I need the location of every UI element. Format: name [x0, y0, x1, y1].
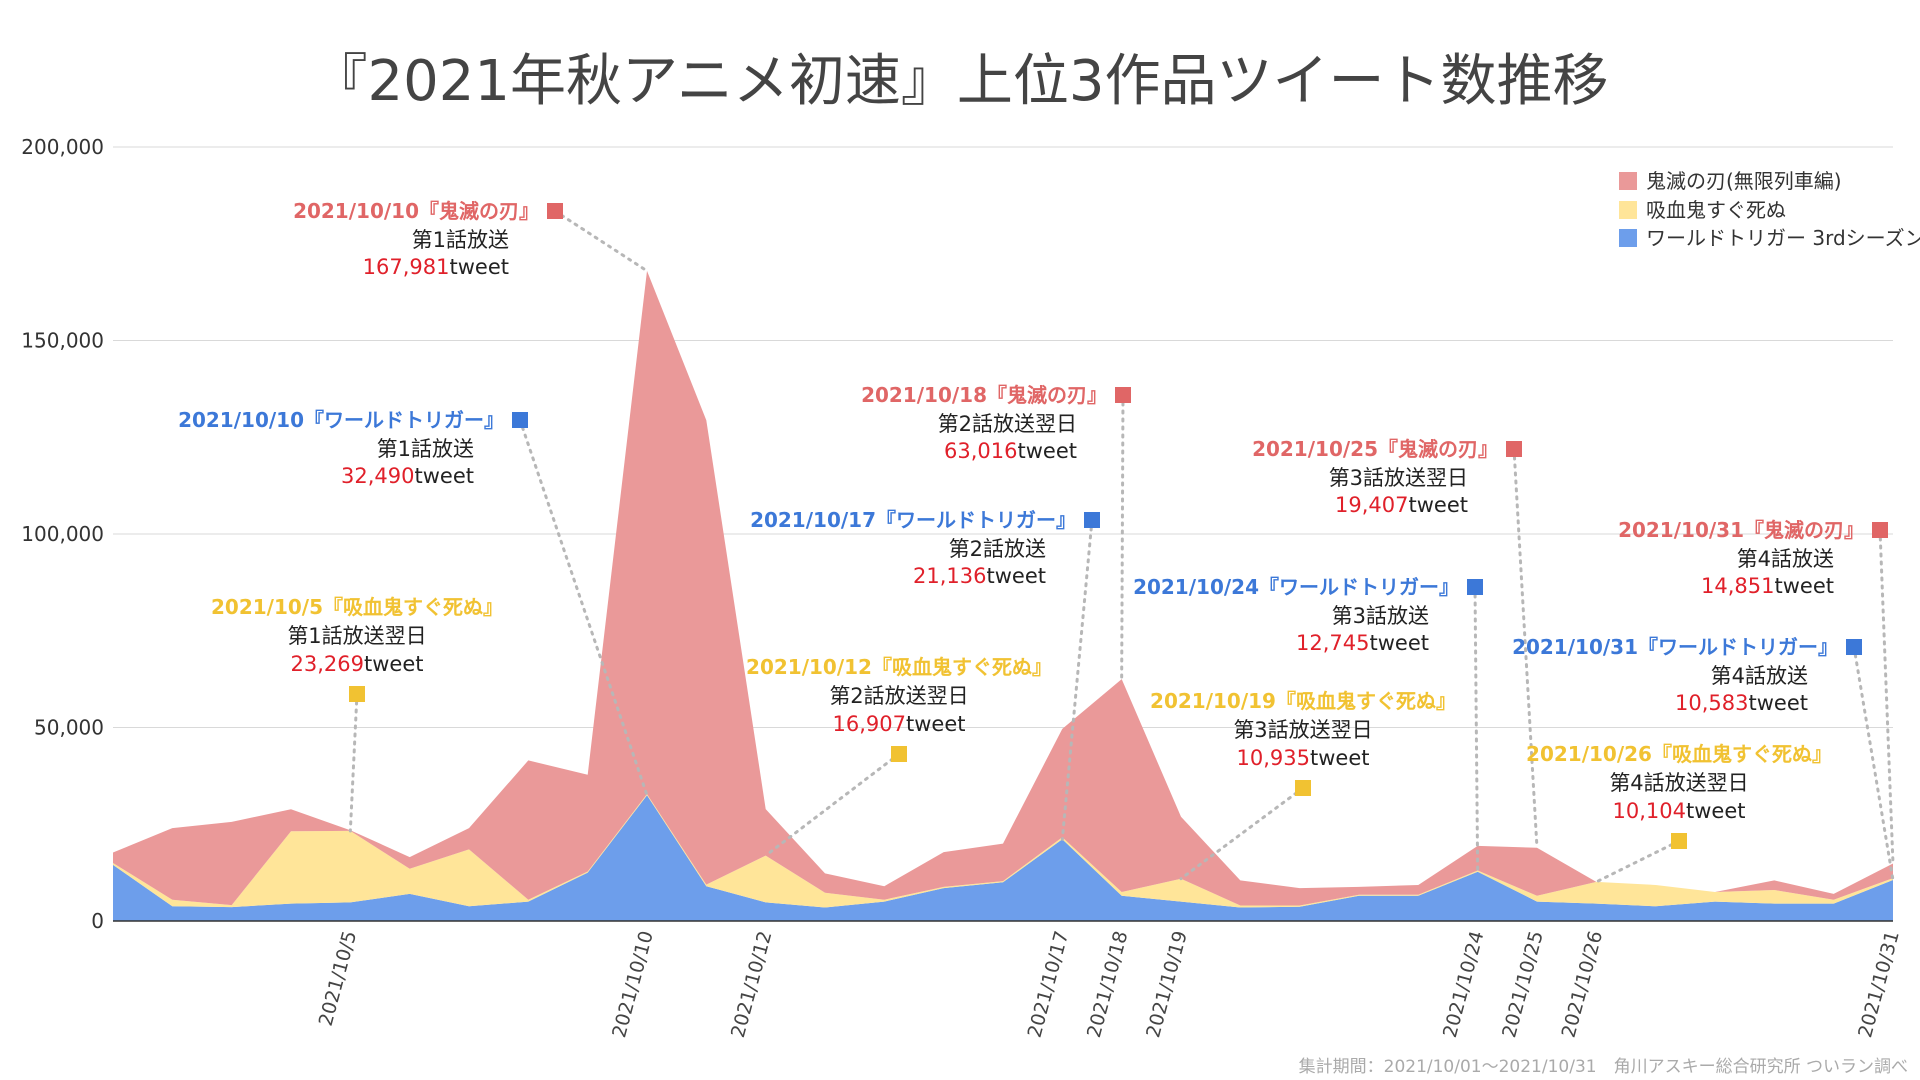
- annotation-value: 63,016tweet: [944, 439, 1077, 463]
- annotation-title: 2021/10/10『ワールドトリガー』: [178, 408, 504, 432]
- y-tick-label: 0: [91, 909, 104, 933]
- annotation-value: 10,583tweet: [1675, 691, 1808, 715]
- legend-swatch: [1619, 229, 1637, 247]
- annotation-leader: [1179, 786, 1305, 881]
- x-tick-label: 2021/10/10: [608, 929, 658, 1040]
- annotation-leader: [1878, 528, 1895, 866]
- annotation-value: 16,907tweet: [833, 712, 966, 736]
- annotation-title: 2021/10/19『吸血鬼すぐ死ぬ』: [1150, 689, 1456, 713]
- annotation-marker: [1506, 441, 1522, 457]
- legend-swatch: [1619, 201, 1637, 219]
- annotation-title: 2021/10/31『ワールドトリガー』: [1512, 635, 1838, 659]
- annotation-subtitle: 第2話放送翌日: [938, 412, 1077, 436]
- annotation-title: 2021/10/12『吸血鬼すぐ死ぬ』: [746, 655, 1052, 679]
- annotation-subtitle: 第4話放送: [1737, 547, 1834, 571]
- x-tick-label: 2021/10/24: [1439, 929, 1489, 1040]
- annotation-value: 10,104tweet: [1613, 799, 1746, 823]
- x-tick-label: 2021/10/12: [727, 929, 777, 1040]
- annotation-marker: [1846, 639, 1862, 655]
- area-series-0: [113, 795, 1893, 921]
- annotation-leader: [553, 209, 649, 273]
- annotation-leader: [518, 418, 649, 797]
- legend-label: 鬼滅の刃(無限列車編): [1646, 169, 1842, 193]
- x-tick-label: 2021/10/5: [315, 929, 361, 1029]
- annotation-value: 19,407tweet: [1335, 493, 1468, 517]
- chart-title: 『2021年秋アニメ初速』上位3作品ツイート数推移: [311, 49, 1608, 114]
- x-tick-label: 2021/10/25: [1498, 929, 1548, 1040]
- legend-swatch: [1619, 172, 1637, 190]
- annotation-value: 167,981tweet: [363, 255, 509, 279]
- annotation-subtitle: 第1話放送翌日: [287, 624, 426, 648]
- annotation-leader: [1852, 645, 1895, 882]
- annotation-marker: [1872, 522, 1888, 538]
- annotation-value: 21,136tweet: [913, 564, 1046, 588]
- annotation-marker: [1084, 512, 1100, 528]
- annotation-leader: [1120, 393, 1125, 681]
- annotation-marker: [1671, 833, 1687, 849]
- x-tick-label: 2021/10/31: [1854, 929, 1904, 1040]
- annotation-marker: [1467, 579, 1483, 595]
- annotation-subtitle: 第2話放送: [949, 537, 1046, 561]
- y-tick-label: 150,000: [21, 329, 104, 353]
- annotation-subtitle: 第2話放送翌日: [829, 684, 968, 708]
- annotation-title: 2021/10/24『ワールドトリガー』: [1133, 575, 1459, 599]
- annotation-title: 2021/10/10『鬼滅の刃』: [293, 199, 539, 223]
- annotation-subtitle: 第4話放送: [1711, 664, 1808, 688]
- annotation-value: 23,269tweet: [291, 652, 424, 676]
- annotation-marker: [1295, 780, 1311, 796]
- annotation-leader: [1594, 839, 1681, 884]
- annotation-subtitle: 第1話放送: [412, 228, 509, 252]
- area-series-1: [113, 794, 1893, 908]
- annotation-title: 2021/10/18『鬼滅の刃』: [861, 383, 1107, 407]
- annotation-title: 2021/10/17『ワールドトリガー』: [750, 508, 1076, 532]
- annotation-value: 32,490tweet: [341, 464, 474, 488]
- x-tick-label: 2021/10/17: [1024, 929, 1074, 1040]
- annotation-leader: [1512, 447, 1539, 850]
- x-tick-label: 2021/10/19: [1142, 929, 1192, 1040]
- footer-note: 集計期間：2021/10/01〜2021/10/31 角川アスキー総合研究所 つ…: [1299, 1057, 1908, 1077]
- annotation-marker: [891, 746, 907, 762]
- annotation-subtitle: 第1話放送: [377, 437, 474, 461]
- annotation-title: 2021/10/26『吸血鬼すぐ死ぬ』: [1526, 742, 1832, 766]
- annotation-title: 2021/10/25『鬼滅の刃』: [1252, 437, 1498, 461]
- annotation-marker: [1115, 387, 1131, 403]
- y-tick-label: 200,000: [21, 135, 104, 159]
- annotation-value: 14,851tweet: [1701, 574, 1834, 598]
- annotation-subtitle: 第4話放送翌日: [1609, 771, 1748, 795]
- annotation-title: 2021/10/31『鬼滅の刃』: [1618, 518, 1864, 542]
- y-tick-label: 50,000: [34, 716, 104, 740]
- annotation-leader: [1473, 585, 1480, 874]
- annotation-subtitle: 第3話放送: [1332, 604, 1429, 628]
- annotation-marker: [547, 203, 563, 219]
- x-tick-label: 2021/10/18: [1083, 929, 1133, 1040]
- annotation-subtitle: 第3話放送翌日: [1233, 718, 1372, 742]
- y-tick-label: 100,000: [21, 522, 104, 546]
- annotation-leader: [1060, 518, 1094, 841]
- x-tick-label: 2021/10/26: [1558, 929, 1608, 1040]
- annotation-value: 10,935tweet: [1237, 746, 1370, 770]
- annotation-subtitle: 第3話放送翌日: [1329, 466, 1468, 490]
- legend-label: ワールドトリガー 3rdシーズン: [1646, 226, 1920, 250]
- legend-label: 吸血鬼すぐ死ぬ: [1646, 198, 1786, 222]
- annotation-marker: [349, 686, 365, 702]
- annotation-title: 2021/10/5『吸血鬼すぐ死ぬ』: [211, 595, 503, 619]
- annotation-leader: [348, 692, 359, 833]
- annotation-value: 12,745tweet: [1296, 631, 1429, 655]
- annotation-marker: [512, 412, 528, 428]
